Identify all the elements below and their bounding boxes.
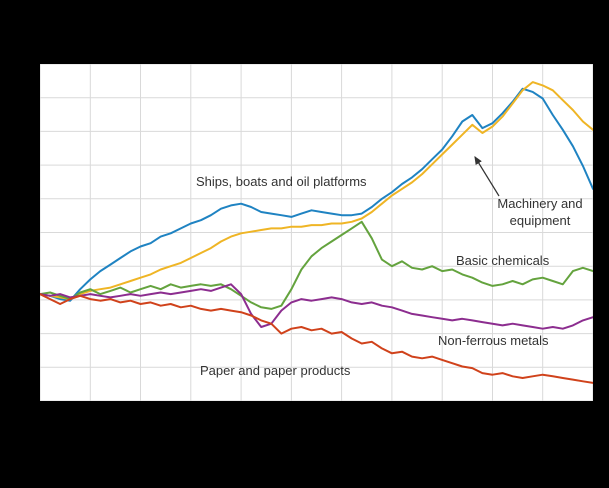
series-line-machinery-and-equipment [40, 81, 593, 301]
series-label-machinery: Machinery and equipment [492, 195, 588, 229]
series-label-ships: Ships, boats and oil platforms [196, 174, 367, 189]
series-label-non-ferrous: Non-ferrous metals [438, 333, 549, 348]
series-label-basic-chemicals: Basic chemicals [456, 253, 550, 268]
series-line-basic-chemicals [40, 220, 593, 310]
plot-area [40, 64, 593, 401]
series-line-non-ferrous-metals [40, 283, 593, 330]
series-line-ships-boats-and-oil-platforms [40, 87, 593, 302]
line-chart-svg [40, 64, 593, 401]
series-label-machinery-line2: equipment [509, 213, 571, 228]
series-label-paper: Paper and paper products [200, 363, 351, 378]
series-label-machinery-line1: Machinery and [497, 196, 583, 211]
series-line-paper-and-paper-products [40, 293, 593, 384]
